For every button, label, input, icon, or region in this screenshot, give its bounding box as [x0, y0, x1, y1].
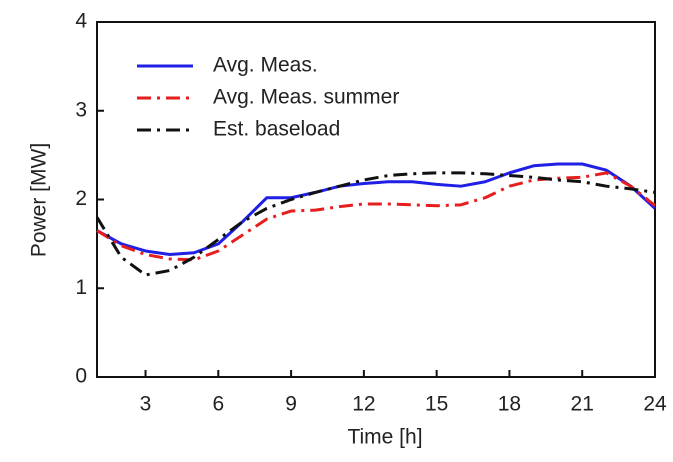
x-tick-label: 15 — [425, 393, 448, 416]
x-tick-label: 12 — [352, 393, 375, 416]
y-tick-label: 2 — [75, 187, 87, 210]
legend-label: Avg. Meas. summer — [213, 86, 399, 109]
x-tick-label: 18 — [498, 393, 521, 416]
x-tick-label: 3 — [140, 393, 152, 416]
y-tick-label: 4 — [75, 10, 87, 33]
legend-label: Est. baseload — [213, 118, 340, 141]
series-line — [96, 171, 656, 262]
x-tick-label: 24 — [643, 393, 667, 416]
y-tick-label: 0 — [75, 365, 87, 388]
x-tick-label: 6 — [212, 393, 224, 416]
y-tick-label: 1 — [75, 276, 87, 299]
x-tick-label: 9 — [285, 393, 297, 416]
y-tick-label: 3 — [75, 98, 87, 121]
series-line — [95, 171, 656, 277]
y-axis-label: Power [MW] — [28, 143, 51, 257]
series-line — [96, 162, 657, 257]
legend-label: Avg. Meas. — [213, 54, 318, 77]
x-tick-label: 21 — [571, 393, 594, 416]
plot-frame — [96, 21, 656, 378]
x-axis-label: Time [h] — [347, 426, 422, 449]
